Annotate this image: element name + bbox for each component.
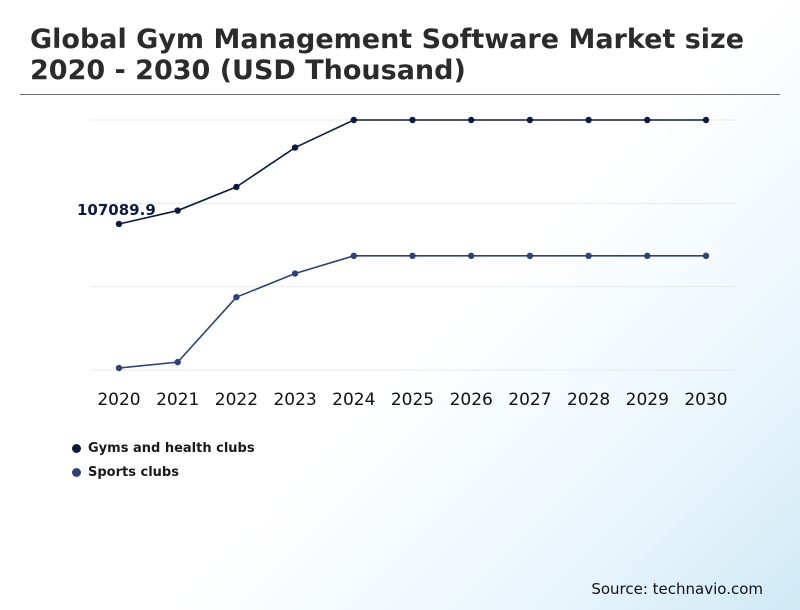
data-point-s1-2024	[350, 252, 357, 260]
series-lines	[118, 119, 706, 369]
data-point-s0-2022	[233, 183, 240, 191]
data-point-s1-2021	[174, 358, 181, 366]
legend-item-gyms: Gyms and health clubs	[72, 436, 255, 460]
data-point-s0-2026	[468, 116, 475, 124]
data-point-s0-2030	[702, 116, 710, 124]
x-tick-label-2021: 2021	[156, 390, 199, 410]
series-line-0	[118, 119, 706, 225]
data-points	[115, 116, 710, 372]
chart-title: Global Gym Management Software Market si…	[30, 24, 745, 86]
source-credit: Source: technavio.com	[591, 580, 763, 598]
data-point-s0-2021	[174, 207, 181, 214]
x-tick-label-2027: 2027	[508, 390, 551, 410]
data-labels: 107089.9	[77, 201, 156, 219]
data-point-s0-2025	[409, 116, 416, 124]
data-point-s0-2029	[644, 116, 651, 124]
x-tick-label-2030: 2030	[684, 390, 727, 410]
x-tick-label-2023: 2023	[273, 390, 316, 410]
legend-marker-sports	[72, 467, 81, 477]
data-point-s0-2020	[115, 220, 123, 228]
data-label-0: 107089.9	[77, 201, 156, 219]
data-point-s0-2024	[350, 116, 357, 124]
data-point-s1-2022	[233, 293, 240, 301]
data-point-s1-2026	[468, 252, 475, 260]
data-point-s1-2027	[526, 252, 534, 260]
x-tick-label-2026: 2026	[450, 390, 493, 410]
x-tick-labels: 2020 2021 2022 2023 2024 2025 2026 2027 2028 2029…	[97, 390, 727, 410]
data-point-s0-2027	[526, 116, 534, 124]
series-line-1	[118, 255, 706, 369]
data-point-s1-2028	[585, 252, 592, 260]
x-tick-label-2020: 2020	[97, 390, 140, 410]
x-tick-label-2022: 2022	[215, 390, 258, 410]
legend-item-sports: Sports clubs	[72, 460, 255, 484]
x-tick-label-2028: 2028	[567, 390, 610, 410]
legend: Gyms and health clubs Sports clubs	[72, 436, 255, 484]
data-point-s1-2030	[702, 252, 710, 260]
x-tick-label-2025: 2025	[391, 390, 434, 410]
data-point-s0-2023	[291, 144, 299, 151]
data-point-s1-2023	[291, 270, 299, 277]
data-point-s1-2025	[409, 252, 416, 260]
x-tick-label-2024: 2024	[332, 390, 375, 410]
legend-label-gyms: Gyms and health clubs	[88, 440, 255, 456]
gridlines	[90, 119, 736, 371]
title-divider	[20, 94, 780, 95]
data-point-s0-2028	[585, 116, 592, 124]
x-tick-label-2029: 2029	[626, 390, 669, 410]
data-point-s1-2029	[644, 252, 651, 260]
data-point-s1-2020	[115, 364, 123, 372]
legend-marker-gyms	[72, 443, 81, 453]
legend-label-sports: Sports clubs	[88, 464, 179, 480]
